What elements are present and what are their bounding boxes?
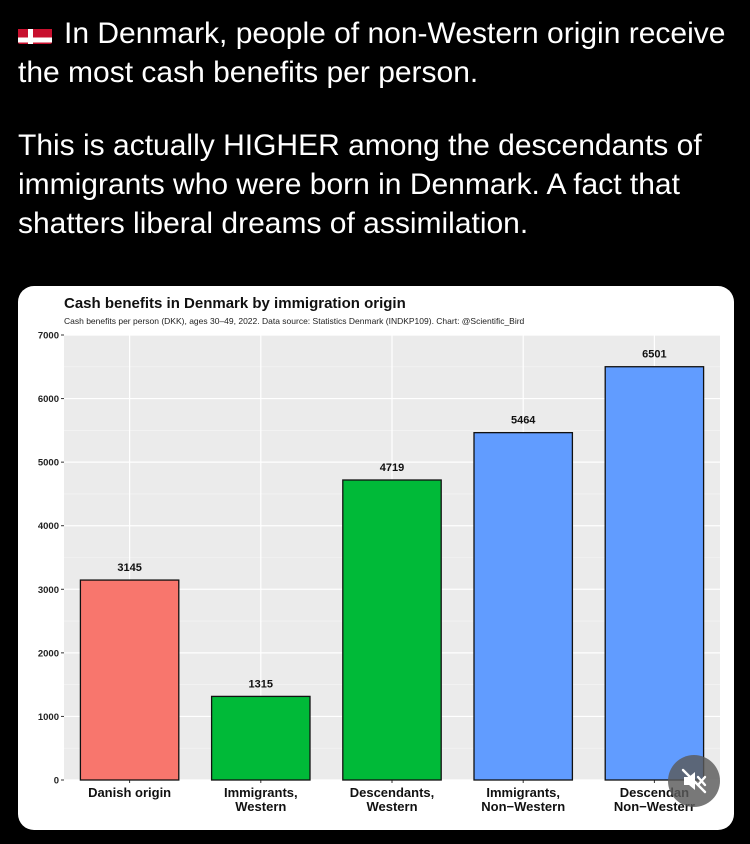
- y-tick-label: 3000: [38, 585, 59, 596]
- y-tick-label: 0: [54, 776, 59, 787]
- denmark-flag-icon: [18, 22, 52, 44]
- bar-value-label: 5464: [511, 415, 536, 427]
- y-tick-label: 1000: [38, 712, 59, 723]
- y-tick-label: 4000: [38, 521, 59, 532]
- mute-button[interactable]: [668, 755, 720, 807]
- x-category-label: Immigrants,: [486, 785, 560, 800]
- post-line-1: In Denmark, people of non-Western origin…: [18, 17, 726, 89]
- y-tick-label: 5000: [38, 458, 59, 469]
- bar: [210, 695, 311, 781]
- y-tick-label: 2000: [38, 648, 59, 659]
- x-category-label: Non−Western: [481, 799, 565, 814]
- post-text: In Denmark, people of non-Western origin…: [18, 14, 738, 243]
- bar-value-label: 1315: [249, 678, 273, 690]
- bar: [79, 579, 180, 781]
- x-category-label: Immigrants,: [224, 785, 298, 800]
- y-tick-label: 6000: [38, 394, 59, 405]
- chart-card: Cash benefits in Denmark by immigration …: [18, 286, 734, 830]
- x-category-label: Western: [366, 799, 417, 814]
- post-paragraph-2: This is actually HIGHER among the descen…: [18, 129, 702, 240]
- bar: [473, 431, 574, 781]
- bar-chart: Cash benefits in Denmark by immigration …: [38, 295, 720, 814]
- x-category-label: Danish origin: [88, 785, 171, 800]
- y-tick-label: 7000: [38, 331, 59, 342]
- post-paragraph-1: In Denmark, people of non-Western origin…: [18, 14, 738, 92]
- x-category-label: Non−Westerr: [614, 799, 695, 814]
- bars: [79, 366, 705, 781]
- bar-value-label: 3145: [117, 562, 141, 574]
- muted-speaker-icon: [681, 768, 707, 794]
- bar-value-label: 6501: [642, 349, 666, 361]
- bar: [604, 366, 705, 781]
- bar: [342, 479, 442, 781]
- x-category-label: Western: [235, 799, 286, 814]
- bar-value-label: 4719: [380, 462, 404, 474]
- chart-subtitle: Cash benefits per person (DKK), ages 30–…: [64, 316, 525, 326]
- x-category-label: Descendants,: [350, 785, 435, 800]
- chart-title: Cash benefits in Denmark by immigration …: [64, 295, 406, 312]
